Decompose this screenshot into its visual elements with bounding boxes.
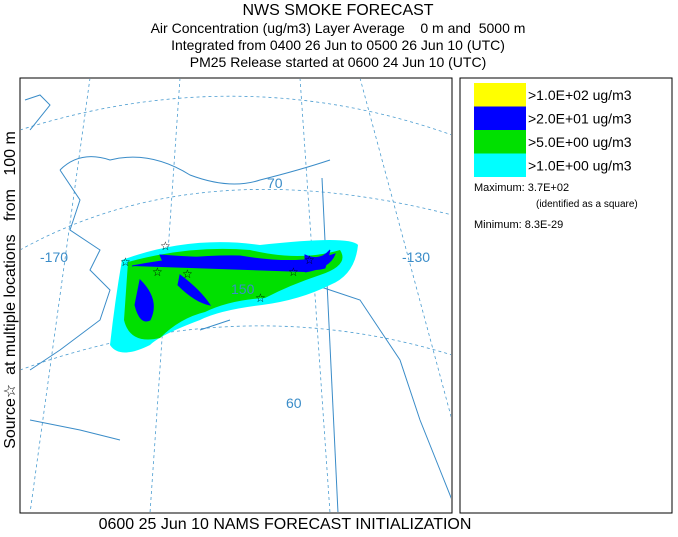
- legend-label: >5.0E+00 ug/m3: [528, 134, 632, 150]
- minimum: Minimum: 8.3E-29: [474, 219, 563, 231]
- legend: Maximum: 3.7E+02 (identified as a square…: [459, 77, 673, 514]
- source-star: ☆: [288, 265, 299, 279]
- graticule: [21, 325, 451, 371]
- legend-swatch: [474, 130, 526, 154]
- legend-label: >2.0E+01 ug/m3: [528, 111, 632, 127]
- smoke-plume: [124, 248, 343, 340]
- source-star: ☆: [120, 255, 131, 269]
- side-label: Source☆ at multiple locations from 100 m: [2, 131, 19, 449]
- map: ☆ ☆ ☆ ☆ ☆ ☆ ☆ -170 -130 70 150 60: [19, 77, 453, 514]
- coastline: [29, 319, 231, 441]
- footer: 0600 25 Jun 10 NAMS FORECAST INITIALIZAT…: [99, 516, 472, 532]
- legend-swatch: [474, 83, 526, 107]
- graticule: [299, 79, 331, 512]
- source-star: ☆: [152, 265, 163, 279]
- grid-label: 150: [231, 281, 255, 297]
- graticule: [29, 79, 91, 512]
- graticule: [21, 95, 451, 136]
- title: NWS SMOKE FORECAST: [242, 2, 433, 19]
- subtitle: Integrated from 0400 26 Jun to 0500 26 J…: [171, 37, 505, 53]
- source-star: ☆: [304, 253, 315, 267]
- grid-label: -130: [402, 249, 430, 265]
- grid-label: -170: [40, 249, 68, 265]
- source-star: ☆: [182, 267, 193, 281]
- coastline: [24, 94, 451, 499]
- source-markers: ☆ ☆ ☆ ☆ ☆ ☆ ☆: [120, 239, 315, 305]
- legend-label: >1.0E+02 ug/m3: [528, 87, 632, 103]
- graticule: [359, 79, 451, 418]
- graticule: [21, 189, 451, 250]
- subtitle: Air Concentration (ug/m3) Layer Average …: [151, 20, 526, 36]
- grid-label: 70: [267, 175, 283, 191]
- legend-swatch: [474, 106, 526, 130]
- maximum-note: (identified as a square): [536, 199, 638, 210]
- legend-label: >1.0E+00 ug/m3: [528, 158, 632, 174]
- border: [321, 177, 339, 512]
- legend-swatch: [474, 153, 526, 177]
- source-star: ☆: [160, 239, 171, 253]
- smoke-plume: [131, 249, 336, 322]
- source-star: ☆: [255, 291, 266, 305]
- grid-label: 60: [286, 395, 302, 411]
- subtitle: PM25 Release started at 0600 24 Jun 10 (…: [190, 54, 487, 70]
- maximum: Maximum: 3.7E+02: [474, 182, 569, 194]
